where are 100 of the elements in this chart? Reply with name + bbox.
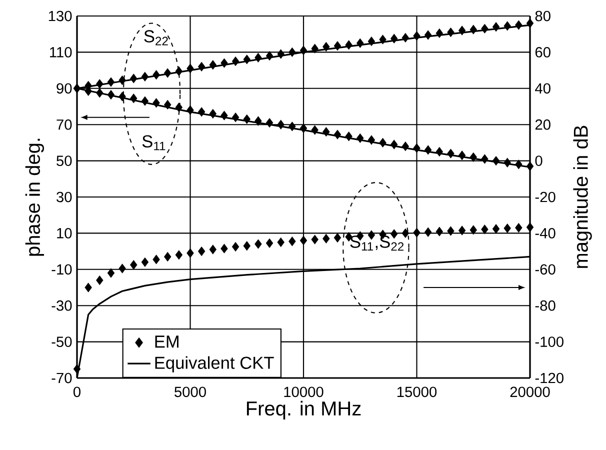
y2-tick-label: 80	[535, 10, 550, 22]
point	[334, 233, 342, 242]
point	[322, 127, 330, 137]
point	[186, 64, 194, 74]
point	[311, 125, 318, 135]
point	[266, 118, 274, 128]
point	[300, 46, 308, 56]
point	[243, 241, 250, 251]
y-tick-label: -50	[52, 336, 72, 347]
legend-label: Equivalent CKT	[155, 356, 274, 372]
point	[96, 88, 104, 98]
point	[379, 138, 386, 148]
point	[447, 148, 454, 158]
y2-axis-title: magnitude in dB	[573, 126, 592, 268]
point	[96, 79, 104, 89]
point	[458, 26, 466, 36]
x-tick-label: 0	[73, 386, 80, 398]
point	[413, 143, 420, 153]
point	[277, 49, 284, 59]
point	[300, 236, 308, 246]
point	[198, 62, 206, 72]
x-tick-label: 5000	[174, 386, 206, 398]
point	[254, 52, 262, 62]
point	[368, 135, 376, 145]
point	[413, 228, 420, 238]
point	[254, 239, 262, 249]
point	[515, 223, 522, 232]
y-axis-title: phase in deg.	[25, 138, 44, 256]
point	[107, 90, 115, 100]
point	[390, 140, 398, 150]
point	[130, 94, 138, 104]
point	[413, 31, 420, 41]
point	[492, 156, 500, 166]
point	[504, 224, 511, 233]
y-tick-label: 130	[48, 10, 72, 22]
point	[492, 224, 500, 234]
point	[73, 364, 81, 374]
point	[345, 40, 352, 50]
x-axis-title: Freq. in MHz	[246, 400, 361, 420]
point	[402, 228, 409, 238]
point	[322, 234, 330, 244]
y-tick-label: -70	[52, 372, 72, 384]
point	[481, 154, 488, 164]
point	[232, 56, 240, 66]
point	[470, 152, 477, 162]
y-tick-label: 70	[56, 119, 72, 130]
point	[288, 236, 296, 246]
y2-tick-label: 0	[535, 156, 542, 166]
point	[266, 238, 274, 248]
point	[107, 77, 115, 87]
y2-tick-label: -60	[535, 264, 556, 275]
point	[220, 58, 228, 68]
point	[447, 28, 454, 37]
point	[152, 254, 160, 264]
point	[470, 24, 477, 34]
point	[390, 34, 398, 44]
point	[402, 33, 409, 42]
point	[458, 226, 466, 236]
point	[288, 48, 296, 57]
point	[311, 44, 318, 54]
point	[481, 224, 488, 234]
point	[141, 257, 149, 267]
x-tick-label: 10000	[284, 386, 324, 398]
y2-tick-label: -20	[535, 192, 556, 202]
y-tick-label: 30	[56, 192, 72, 202]
point	[368, 36, 376, 46]
point	[504, 158, 511, 168]
y2-tick-label: 40	[535, 83, 550, 94]
point	[356, 134, 364, 143]
point	[232, 112, 240, 122]
point	[458, 150, 466, 160]
point	[379, 34, 386, 44]
y2-tick-label: 60	[535, 47, 550, 58]
point	[402, 142, 409, 151]
point	[436, 226, 443, 236]
point	[164, 252, 172, 262]
y-tick-label: 90	[56, 83, 72, 94]
point	[209, 60, 216, 70]
y2-tick-label: -100	[535, 336, 564, 347]
point	[107, 268, 115, 278]
point	[492, 22, 500, 32]
point	[322, 42, 330, 52]
point	[232, 242, 240, 252]
point	[277, 238, 284, 247]
point	[515, 20, 522, 30]
point	[447, 226, 454, 236]
point	[266, 51, 274, 60]
point	[96, 276, 104, 285]
point	[141, 96, 149, 106]
point	[390, 229, 398, 239]
point	[164, 68, 172, 78]
point	[345, 132, 352, 142]
annotation: S$_{11}$	[142, 135, 166, 150]
point	[209, 244, 216, 254]
point	[198, 107, 206, 117]
point	[84, 282, 92, 292]
point	[436, 28, 443, 38]
point	[186, 248, 194, 258]
point	[334, 41, 342, 51]
point	[175, 250, 182, 260]
